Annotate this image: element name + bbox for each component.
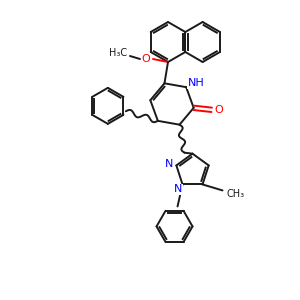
Text: NH: NH xyxy=(188,78,205,88)
Text: CH₃: CH₃ xyxy=(226,189,244,200)
Text: H₃C: H₃C xyxy=(109,48,127,58)
Text: O: O xyxy=(142,54,150,64)
Text: N: N xyxy=(165,159,173,170)
Text: O: O xyxy=(214,105,223,115)
Text: N: N xyxy=(174,184,183,194)
